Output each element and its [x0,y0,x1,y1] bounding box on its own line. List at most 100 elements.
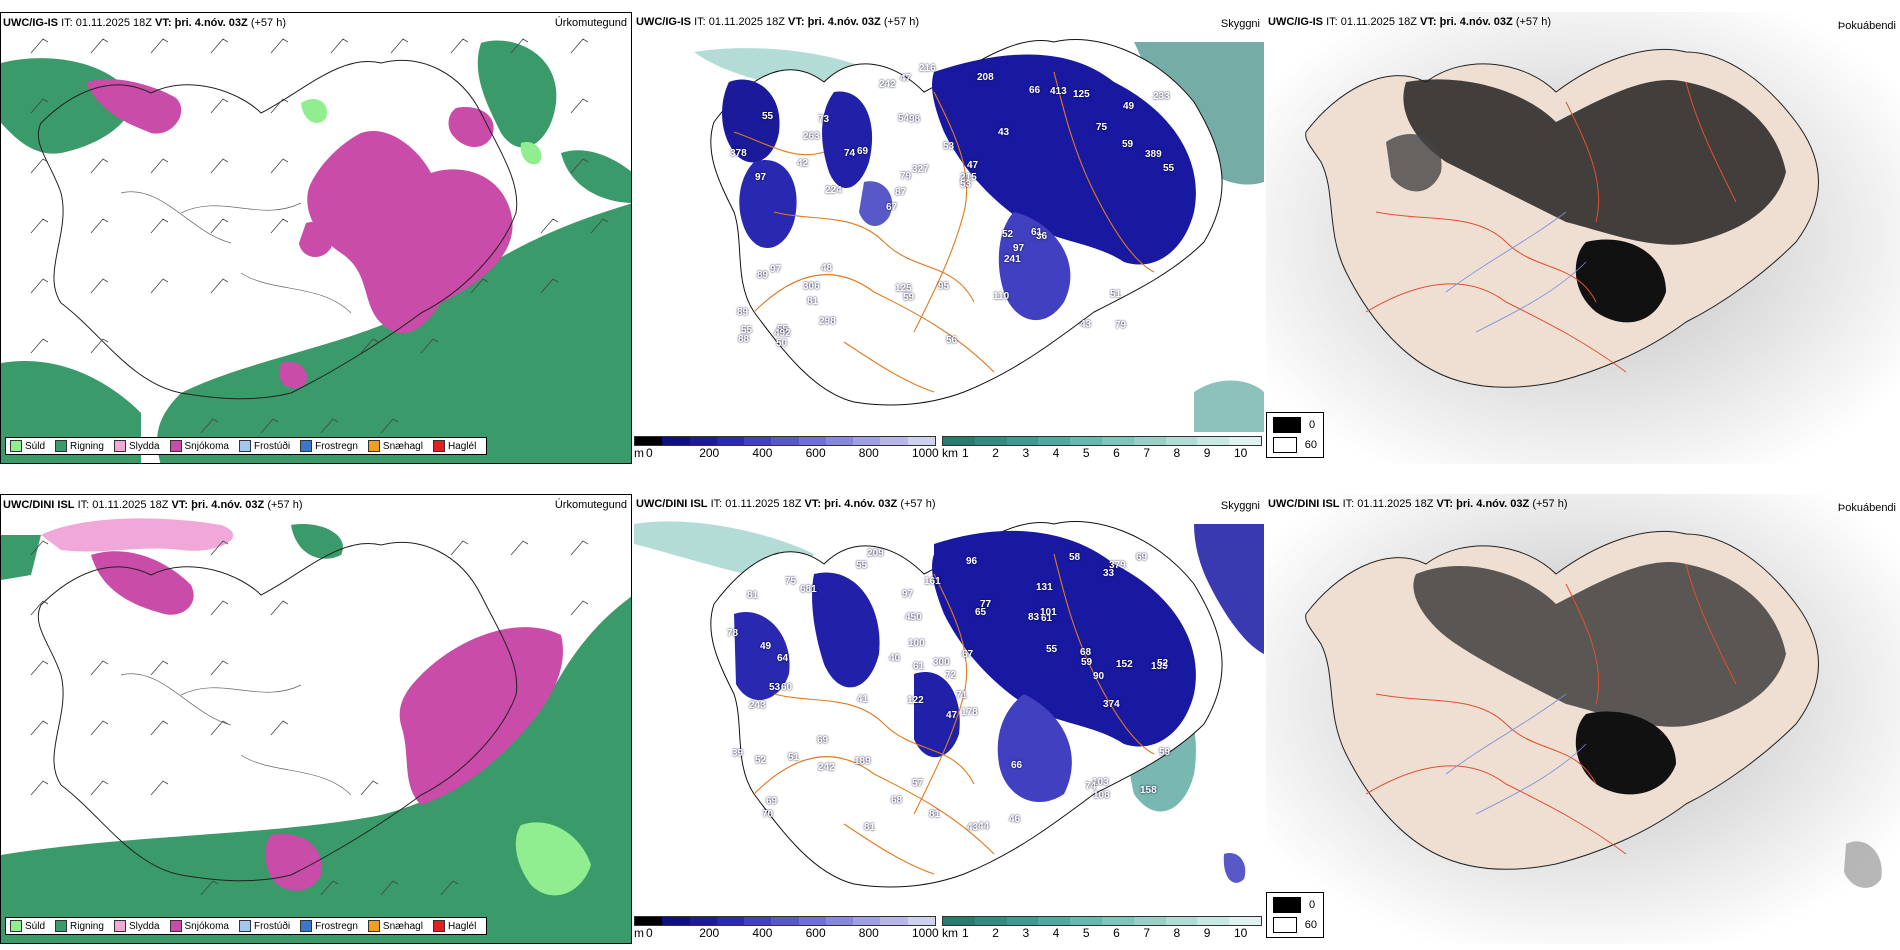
colorbar-tick: 5 [1082,926,1090,940]
legend-swatch [367,440,380,452]
colorbar-tick: 1000 [912,926,939,940]
fog-map-bottom [1266,494,1900,944]
valid-time: VT: þri. 4.nóv. 03Z [171,499,265,511]
colorbar-tick: 3 [1022,926,1030,940]
colorbar-segment [744,437,772,445]
panel-title: UWC/IG-IS IT: 01.11.2025 18Z VT: þri. 4.… [3,17,286,29]
colorbar-segment [662,437,690,445]
colorbar-segment [880,917,908,925]
panel-title: UWC/DINI ISL IT: 01.11.2025 18Z VT: þri.… [636,498,936,510]
colorbar-segment [907,917,935,925]
legend-swatch [10,920,22,932]
colorbar-segment [1070,437,1102,445]
legend-swatch [169,440,182,452]
legend-label: Slydda [128,920,160,932]
valid-time: VT: þri. 4.nóv. 03Z [1420,16,1513,28]
legend-swatch [432,920,445,932]
colorbar-tick: 9 [1203,446,1211,460]
fog-legend-row: 60 [1273,437,1317,453]
colorbar-segment [1133,437,1166,445]
legend-item: Frostregn [300,440,358,452]
colorbar-tick: 1 [962,446,969,460]
panel-title: UWC/DINI ISL IT: 01.11.2025 18Z VT: þri.… [1268,498,1568,510]
ceiling-unit: m [634,446,644,460]
colorbar-segment [1165,437,1198,445]
legend-swatch [55,440,68,452]
ceiling-colorbar-bottom: m 0 200 400 600 800 1000 [634,916,939,942]
model-name: UWC/IG-IS [1268,16,1323,28]
colorbar-tick: 0 [646,446,653,460]
colorbar-tick: 1 [962,926,969,940]
lead-time: (+57 h) [267,499,303,511]
colorbar-tick: 10 [1234,926,1248,940]
fog-legend-bottom: 0 60 [1266,892,1324,938]
legend-label: Rigning [70,440,104,452]
precip-type-map-bottom [1,495,631,943]
legend-swatch [113,440,126,452]
init-time: IT: 01.11.2025 18Z [694,16,785,28]
colorbar-segment [716,437,745,445]
colorbar-tick: 5 [1082,446,1090,460]
legend-label: Haglél [447,440,477,452]
legend-swatch [367,920,380,932]
visibility-ticks: 1 2 3 4 5 6 7 8 9 10 [962,446,1258,460]
lead-time: (+57 h) [883,16,919,28]
variable-name: Úrkomutegund [554,499,627,511]
init-time: IT: 01.11.2025 18Z [710,498,802,510]
legend-item: Slydda [113,920,160,932]
fog-swatch [1273,897,1301,913]
fog-panel-top: UWC/IG-IS IT: 01.11.2025 18Z VT: þri. 4.… [1266,12,1900,464]
colorbar-tick: 600 [805,446,826,460]
fog-legend-row: 0 [1273,897,1317,913]
valid-time: VT: þri. 4.nóv. 03Z [155,17,248,29]
colorbar-segment [1038,917,1071,925]
colorbar-segment [1133,917,1166,925]
colorbar-segment [880,437,908,445]
legend-label: Súld [25,920,46,932]
panel-title: UWC/IG-IS IT: 01.11.2025 18Z VT: þri. 4.… [1268,16,1551,28]
colorbar-tick: 4 [1052,926,1060,940]
legend-label: Frostúði [253,920,291,932]
colorbar-tick: 400 [752,446,773,460]
visibility-ticks: 1 2 3 4 5 6 7 8 9 10 [962,926,1258,940]
legend-item: Snæhagl [367,920,423,932]
init-time: IT: 01.11.2025 18Z [1326,16,1417,28]
legend-item: Snæhagl [367,440,423,452]
init-time: IT: 01.11.2025 18Z [61,17,152,29]
legend-item: Frostúði [238,920,291,932]
legend-label: Snæhagl [382,440,423,452]
legend-swatch [10,440,22,452]
legend-item: Slydda [113,440,160,452]
colorbar-tick: 8 [1173,446,1181,460]
visibility-colorbar [942,916,1262,926]
legend-item: Frostregn [300,920,358,932]
model-name: UWC/DINI ISL [1268,498,1340,510]
colorbar-segment [1006,917,1039,925]
fog-value: 0 [1309,899,1316,911]
legend-swatch [238,440,251,452]
colorbar-segment [1197,917,1230,925]
variable-name: Skyggni [1220,500,1260,512]
colorbar-segment [716,917,745,925]
colorbar-segment [1229,437,1261,445]
legend-swatch [300,920,313,932]
legend-item: Súld [10,920,45,932]
legend-item: Haglél [432,920,476,932]
colorbar-segment [853,917,881,925]
visibility-unit: km [942,446,958,460]
legend-item: Súld [10,440,45,452]
fog-swatch [1273,437,1297,453]
precip-legend: Súld Rigning Slydda Snjókoma Frostúði Fr… [5,917,488,935]
colorbar-segment [1038,437,1071,445]
colorbar-segment [974,917,1007,925]
colorbar-tick: 3 [1022,446,1030,460]
colorbar-segment [974,437,1007,445]
variable-name: Þokuábendi [1837,502,1896,514]
colorbar-segment [1165,917,1198,925]
ceiling-colorbar-top: m 0 200 400 600 800 1000 [634,436,939,462]
legend-label: Snjókoma [184,440,229,452]
valid-time: VT: þri. 4.nóv. 03Z [1436,498,1530,510]
fog-value: 0 [1309,419,1316,431]
fog-legend-row: 60 [1273,917,1317,933]
valid-time: VT: þri. 4.nóv. 03Z [788,16,881,28]
